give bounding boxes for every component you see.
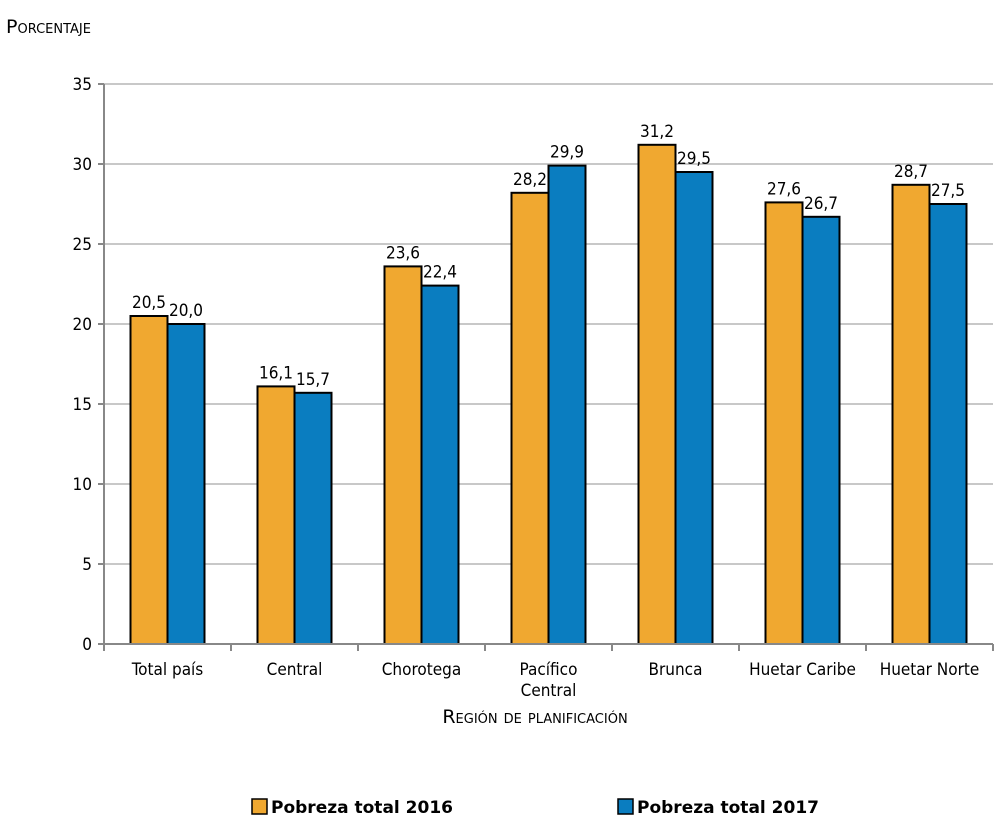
bars — [129, 143, 968, 646]
bar — [420, 284, 460, 645]
data-label: 27,5 — [931, 181, 965, 201]
bar — [674, 171, 714, 645]
y-tick-label: 20 — [73, 315, 92, 335]
bar — [928, 203, 968, 645]
legend-swatch — [617, 798, 634, 815]
x-tick-label-line: Total país — [131, 660, 204, 680]
bar — [637, 143, 677, 646]
bar — [891, 183, 931, 646]
x-tick-label-line: Central — [521, 681, 577, 701]
bar — [510, 191, 550, 646]
data-label: 20,5 — [132, 293, 166, 313]
data-label: 20,0 — [169, 301, 203, 321]
data-label: 15,7 — [296, 370, 330, 390]
y-tick-label: 30 — [73, 155, 92, 175]
data-label: 16,1 — [259, 363, 293, 383]
y-tick-label: 25 — [73, 235, 92, 255]
bar — [801, 215, 841, 646]
y-axis-label: Porcentaje — [6, 16, 91, 38]
data-label: 23,6 — [386, 243, 420, 263]
x-tick-label-line: Chorotega — [382, 660, 462, 680]
x-tick-label-line: Central — [267, 660, 323, 680]
bar — [383, 265, 423, 645]
x-tick-label-line: Huetar Norte — [880, 660, 980, 680]
data-label: 22,4 — [423, 263, 457, 283]
axes — [98, 83, 994, 651]
legend: Pobreza total 2016 Pobreza total 2017 — [251, 798, 819, 818]
data-label: 31,2 — [640, 122, 674, 142]
data-labels: 20,5 20,0 16,1 15,7 23,622,4 28,229,9 31,229,5… — [132, 122, 965, 390]
bar — [256, 385, 296, 645]
y-tick-label: 0 — [82, 635, 92, 655]
bar — [129, 315, 169, 645]
data-label: 27,6 — [767, 179, 801, 199]
data-label: 28,2 — [513, 170, 547, 190]
x-tick-label-line: Pacífico — [520, 660, 578, 680]
x-tick-label-line: Huetar Caribe — [749, 660, 856, 680]
data-label: 28,7 — [894, 162, 928, 182]
x-tick-label: Pacífico Central — [520, 660, 578, 701]
y-tick-label: 10 — [73, 475, 92, 495]
data-label: 29,5 — [677, 149, 711, 169]
x-tick-label: Huetar Norte — [880, 660, 980, 680]
x-tick-label: Huetar Caribe — [749, 660, 856, 680]
y-tick-label: 5 — [82, 555, 92, 575]
x-tick-label: Total país — [131, 660, 204, 680]
y-tick-label: 35 — [73, 75, 92, 95]
legend-label: Pobreza total 2017 — [637, 798, 819, 818]
bar — [293, 391, 333, 645]
y-tick-label: 15 — [73, 395, 92, 415]
bar — [166, 323, 206, 645]
y-tick-labels: 0 5 10 15 20 25 30 35 — [73, 75, 92, 655]
legend-swatch — [251, 798, 268, 815]
x-tick-label: Central — [267, 660, 323, 680]
x-tick-label-line: Brunca — [649, 660, 703, 680]
x-tick-labels: Total país Central Chorotega Pacífico Centra… — [131, 660, 980, 701]
x-tick-label: Chorotega — [382, 660, 462, 680]
bar — [547, 164, 587, 645]
x-tick-label: Brunca — [649, 660, 703, 680]
legend-label: Pobreza total 2016 — [271, 798, 453, 818]
data-label: 26,7 — [804, 194, 838, 214]
x-axis-label: Región de planificación — [442, 706, 627, 728]
bar — [764, 201, 804, 645]
data-label: 29,9 — [550, 143, 584, 163]
